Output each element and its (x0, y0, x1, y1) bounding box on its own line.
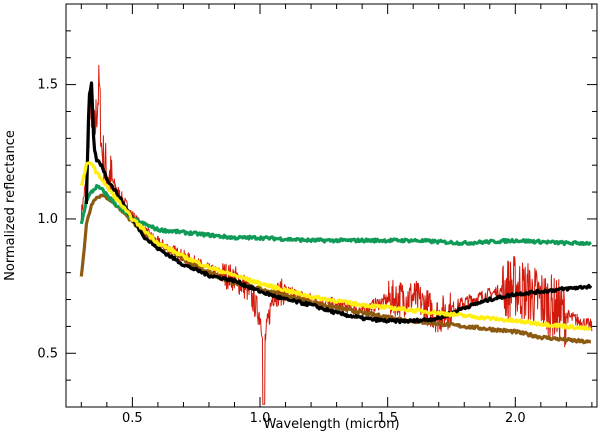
series-line (79, 184, 592, 247)
series-line (84, 81, 593, 325)
series-line (80, 64, 593, 405)
series-line (79, 161, 592, 331)
y-tick-label: 1.0 (37, 212, 58, 227)
x-tick-label: 0.5 (122, 411, 143, 426)
x-tick-label: 2.0 (505, 411, 526, 426)
y-tick-label: 0.5 (37, 346, 58, 361)
y-tick-label: 1.5 (37, 78, 58, 93)
x-axis-label: Wavelength (micron) (263, 417, 399, 432)
x-tick-label: 1.0 (250, 411, 271, 426)
y-axis-label: Normalized reflectance (3, 130, 18, 281)
series-layer (79, 64, 593, 405)
x-tick-label: 1.5 (377, 411, 398, 426)
plot-frame (65, 3, 598, 408)
tick-layer: 0.5 1.0 1.5 2.0 0.5 1.0 1.5 (37, 3, 597, 426)
